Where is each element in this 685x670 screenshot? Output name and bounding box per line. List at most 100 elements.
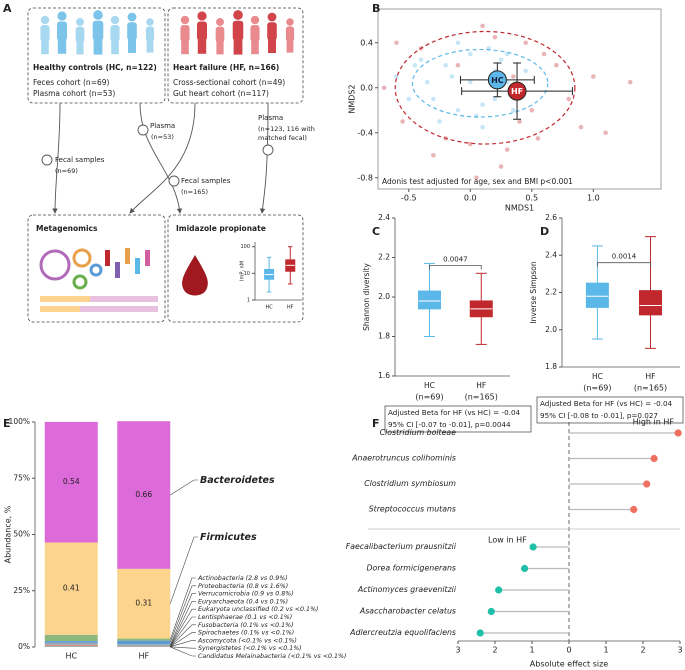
point [535, 136, 541, 141]
person-body [232, 20, 244, 41]
y-tick-label: 25% [13, 586, 30, 595]
row-label: Anaerotruncus colihominis [351, 454, 456, 463]
value-label: 0.41 [63, 584, 80, 593]
panel-label: A [3, 2, 12, 15]
annotation: Low in HF [488, 536, 527, 545]
person-head [286, 18, 294, 26]
person-legs [93, 39, 103, 55]
y-tick-label: 100 [240, 244, 250, 250]
person-body [180, 24, 190, 43]
point [412, 62, 418, 68]
bracket [597, 262, 651, 267]
person-legs [111, 40, 119, 55]
y-tick-label: 0.4 [360, 38, 373, 47]
point [492, 34, 498, 40]
y-tick-label: 0.0 [360, 83, 373, 92]
panel-label: C [372, 225, 380, 238]
person-legs [181, 40, 189, 55]
centroid-label: HC [491, 76, 504, 85]
y-axis-label: Inverse Simpson [529, 261, 538, 323]
legend-note: (<0.1% vs <0.1%) [238, 637, 296, 644]
dot [487, 607, 495, 616]
bar-segment [44, 634, 98, 642]
legend-note: (0.1 vs <0.1%) [245, 614, 292, 621]
legend-name: Verrucomicrobia [198, 591, 250, 598]
caption: Adjusted Beta for HF (vs HC) = -0.04 [540, 399, 673, 408]
x-tick-label: -0.5 [401, 194, 417, 203]
label: matched fecal) [258, 134, 307, 142]
icon [40, 296, 90, 302]
row-label: Actinomyces graevenitzii [357, 585, 457, 594]
person-head [233, 10, 243, 20]
y-tick-label: 2.2 [378, 253, 390, 262]
point [467, 141, 473, 147]
legend-note: (0.9 vs 0.8%) [252, 591, 294, 598]
label: Fecal samples [55, 156, 105, 164]
legend-name: Eukaryota unclassified [198, 605, 270, 613]
caption: 95% CI [-0.07 to -0.01], p=0.0044 [388, 420, 511, 429]
legend-label: Lentisphaerae (0.1 vs <0.1%) [198, 613, 292, 621]
annotation: Adonis test adjusted for age, sex and BM… [382, 177, 573, 186]
icon [72, 274, 88, 290]
point [480, 102, 485, 107]
legend-note: (0.4 vs 0.1%) [246, 598, 288, 605]
label: (n=123, 116 with [258, 125, 315, 133]
person-legs [197, 39, 207, 54]
y-tick-label: -0.4 [357, 128, 373, 137]
charts: -0.5 0.0 0.5 1.0 0.4 0.0 -0.4 -0.8 HC HF Adonis te… [4, 8, 684, 669]
x-tick-label: HC [265, 305, 273, 311]
x-tick-sublabel: (n=165) [634, 384, 667, 393]
x-tick-sublabel: (n=69) [415, 393, 443, 402]
bar-segment [117, 421, 171, 569]
x-tick-label: HC [65, 652, 77, 661]
person-body [56, 21, 68, 41]
legend-note: (<0.1% vs <0.1%) [288, 653, 346, 660]
legend-label: Bacteroidetes [200, 475, 275, 486]
legend-name: Actinobacteria [197, 574, 244, 582]
person-head [180, 15, 190, 25]
dot [630, 505, 638, 514]
person-head [267, 12, 277, 22]
person-head [127, 12, 137, 22]
p-value: 0.0047 [443, 255, 468, 263]
icon [105, 250, 110, 266]
icon [40, 306, 158, 312]
y-tick-label: 10 [244, 271, 250, 277]
person-head [110, 15, 120, 25]
person-legs [146, 40, 154, 53]
ellipse [394, 30, 576, 145]
legend-name: Euryarchaeota [198, 597, 244, 605]
x-tick-label: 0.0 [464, 194, 477, 203]
legend-name: Bacteroidetes [200, 475, 275, 486]
person-body [267, 22, 277, 41]
leader-line [170, 646, 196, 657]
leader-line [169, 585, 196, 643]
panel-a: Healthy controls (HC, n=122) Feces cohor… [27, 7, 315, 323]
point [400, 119, 405, 124]
y-tick-label: 75% [13, 473, 30, 482]
x-tick-label: HC [592, 372, 603, 381]
leader-line [170, 624, 196, 647]
x-tick-label: 3 [677, 646, 682, 655]
caption-box [536, 396, 684, 424]
row-label: Asaccharobacter celatus [359, 607, 456, 616]
hf-line: Gut heart cohort (n=117) [173, 89, 269, 98]
legend-name: Fusobacteria [198, 621, 238, 629]
person-head [93, 10, 103, 20]
point [627, 79, 633, 85]
y-tick-label: 100% [9, 417, 30, 426]
y-tick-label: 1 [247, 298, 250, 304]
person-legs [216, 41, 224, 55]
y-axis-label: ImP, nM [240, 261, 246, 281]
node [137, 124, 149, 136]
person-head [250, 15, 260, 25]
x-tick-label: HF [476, 381, 486, 390]
person-legs [268, 39, 276, 53]
person-body [250, 24, 260, 43]
y-tick-label: 1.6 [378, 371, 390, 380]
y-tick-label: 2.6 [545, 213, 557, 222]
x-tick-label: 1 [603, 646, 608, 655]
y-tick-label: 2.0 [545, 325, 557, 334]
hc-line: Plasma cohort (n=53) [33, 89, 115, 98]
